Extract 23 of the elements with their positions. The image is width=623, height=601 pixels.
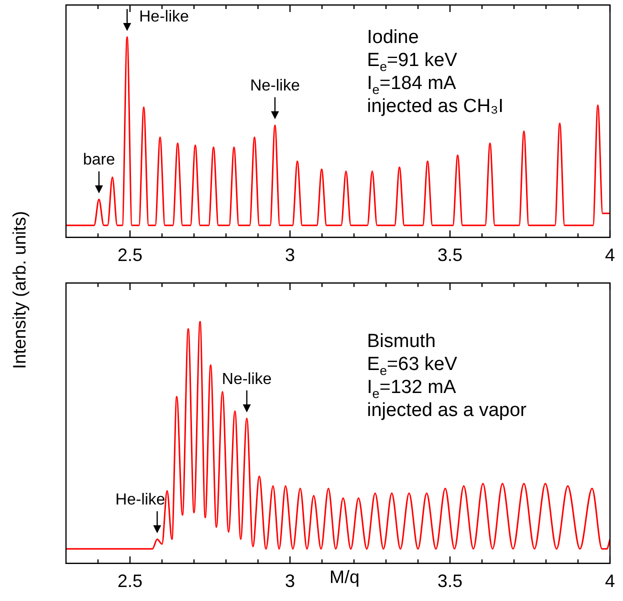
x-tick-label: 3.5 — [437, 245, 463, 266]
text: injected as a vapor — [367, 400, 526, 421]
text: injected as CH₃I — [367, 96, 504, 117]
text: E$_{e}$=91 keV — [367, 50, 458, 74]
annotation: He-like — [115, 492, 166, 509]
x-tick-label: 2.5 — [117, 571, 143, 592]
annotation: bare — [82, 152, 116, 169]
x-axis-title: M/q — [329, 567, 360, 587]
text: I$_{e}$=184 mA — [367, 73, 456, 97]
annotation: Ne-like — [250, 78, 300, 95]
x-tick-label: 2.5 — [117, 245, 143, 266]
text: Iodine — [367, 27, 419, 48]
x-tick-label: 3 — [284, 571, 296, 592]
x-tick-label: 3 — [284, 245, 296, 266]
text: Bismuth — [367, 331, 436, 352]
text: E$_{e}$=63 keV — [367, 354, 458, 378]
x-tick-label: 4 — [604, 245, 615, 266]
x-tick-label: 3.5 — [437, 571, 463, 592]
annotation: He-like — [139, 8, 190, 26]
y-axis-title: Intensity (arb. units) — [10, 210, 30, 370]
text: I$_{e}$=132 mA — [367, 377, 456, 401]
annotation: Ne-like — [222, 370, 272, 388]
x-tick-label: 4 — [604, 571, 615, 592]
